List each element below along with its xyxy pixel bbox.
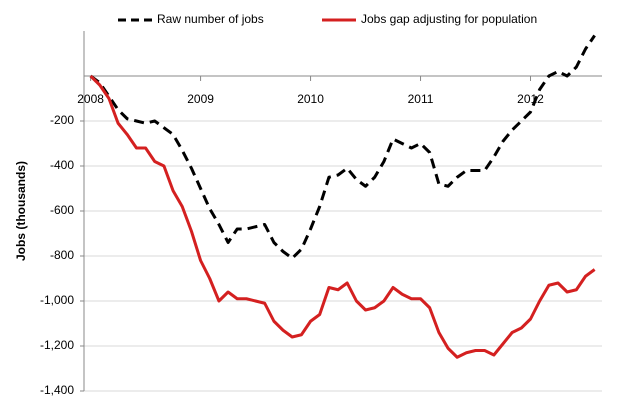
series-line [89,34,596,260]
y-tick-label: -600 [50,203,74,217]
y-tick-label: -1,200 [40,338,74,352]
x-tick-label: 2008 [77,92,104,106]
y-tick-label: -1,400 [40,383,74,397]
x-tick-label: 2011 [408,92,434,106]
y-tick-label: -1,000 [40,293,74,307]
legend-label: Raw number of jobs [157,12,264,26]
y-tick-label: -400 [50,158,74,172]
x-tick-label: 2009 [187,92,214,106]
y-tick-label: -800 [50,248,74,262]
x-tick-label: 2010 [297,92,324,106]
y-axis-label: Jobs (thousands) [14,161,28,261]
x-tick-label: 2012 [517,92,544,106]
y-tick-label: -200 [50,113,74,127]
series-line [89,74,596,359]
legend-label: Jobs gap adjusting for population [361,12,537,26]
